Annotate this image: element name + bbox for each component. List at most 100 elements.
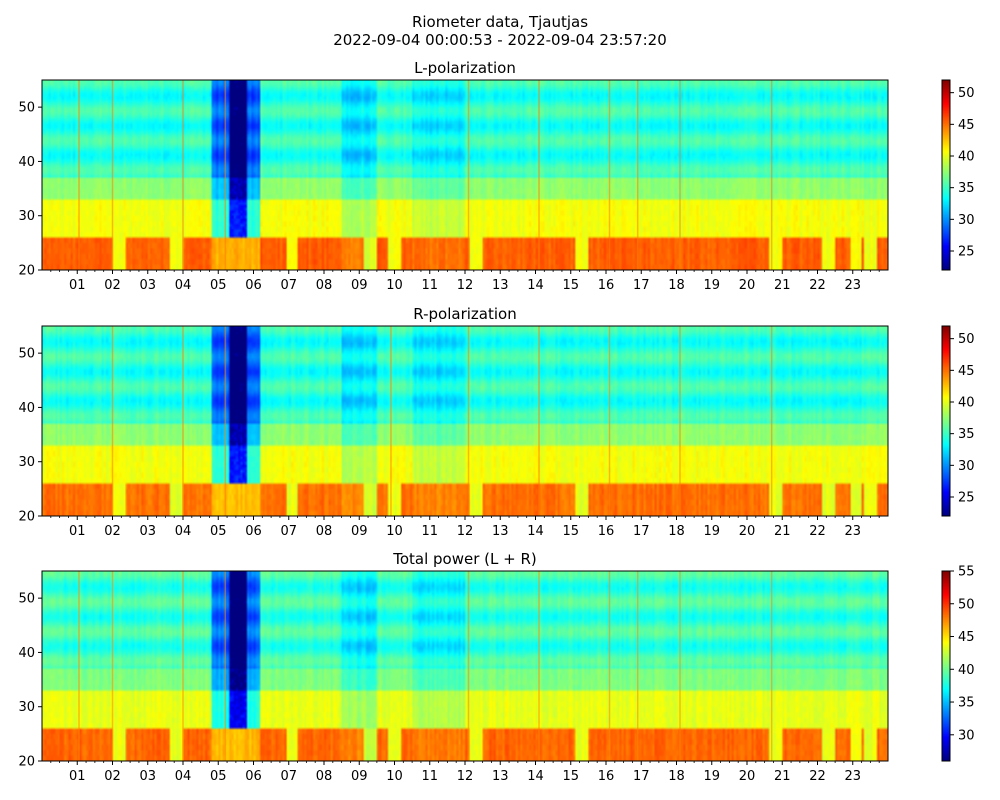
x-tick-label: 08	[316, 524, 333, 539]
colorbar-tick-label: 30	[958, 213, 975, 228]
colorbar-tick-label: 30	[958, 459, 975, 474]
colorbar-tick-label: 50	[958, 86, 975, 101]
colorbar-tick-label: 25	[958, 245, 975, 260]
x-tick-label: 11	[421, 769, 438, 784]
panel-title: L-polarization	[414, 59, 516, 77]
x-tick-label: 19	[703, 278, 720, 293]
y-tick-label: 20	[18, 264, 35, 279]
y-tick-label: 30	[18, 700, 35, 715]
x-tick-label: 12	[457, 278, 474, 293]
panels: L-polarization 20 30 40 50 01 02 03 04 05 06 07 08 09…	[18, 59, 974, 784]
x-tick-label: 13	[492, 769, 509, 784]
y-tick-label: 20	[18, 510, 35, 525]
x-tick-label: 04	[175, 278, 192, 293]
x-tick-label: 23	[844, 769, 861, 784]
colorbar-tick-label: 40	[958, 150, 975, 165]
colorbar-tick-label: 45	[958, 364, 975, 379]
x-tick-label: 09	[351, 769, 368, 784]
y-tick-label: 40	[18, 646, 35, 661]
panel-1: L-polarization 20 30 40 50 01 02 03 04 05 06 07 08 09…	[18, 59, 974, 293]
x-tick-label: 06	[245, 524, 262, 539]
colorbar-tick-label: 55	[958, 565, 975, 580]
colorbar-tick-label: 35	[958, 181, 975, 196]
y-tick-label: 20	[18, 755, 35, 770]
colorbar	[942, 80, 950, 270]
x-tick-label: 06	[245, 769, 262, 784]
figure-subtitle: 2022-09-04 00:00:53 - 2022-09-04 23:57:2…	[333, 31, 667, 49]
y-tick-label: 30	[18, 455, 35, 470]
x-tick-label: 10	[386, 524, 403, 539]
y-tick-label: 40	[18, 401, 35, 416]
y-tick-label: 50	[18, 592, 35, 607]
x-tick-label: 18	[668, 769, 685, 784]
y-tick-label: 50	[18, 101, 35, 116]
colorbar-tick-label: 30	[958, 728, 975, 743]
x-tick-label: 02	[104, 769, 121, 784]
x-tick-label: 15	[562, 769, 579, 784]
x-tick-label: 18	[668, 278, 685, 293]
colorbar	[942, 326, 950, 516]
y-tick-label: 30	[18, 209, 35, 224]
x-tick-label: 07	[280, 769, 297, 784]
x-tick-label: 18	[668, 524, 685, 539]
colorbar-tick-label: 45	[958, 630, 975, 645]
x-tick-label: 10	[386, 278, 403, 293]
x-tick-label: 22	[809, 769, 826, 784]
x-tick-label: 02	[104, 278, 121, 293]
heatmap-image	[42, 571, 888, 761]
panel-title: Total power (L + R)	[392, 550, 537, 568]
x-tick-label: 12	[457, 524, 474, 539]
x-tick-label: 20	[739, 524, 756, 539]
x-tick-label: 11	[421, 278, 438, 293]
x-tick-label: 03	[139, 278, 156, 293]
panel-3: Total power (L + R) 20 30 40 50 01 02 03 04 05 06 0…	[18, 550, 974, 784]
heatmap-image	[42, 80, 888, 270]
x-tick-label: 05	[210, 769, 227, 784]
x-tick-label: 13	[492, 524, 509, 539]
figure-title: Riometer data, Tjautjas	[412, 13, 588, 31]
x-tick-label: 16	[598, 769, 615, 784]
colorbar-tick-label: 35	[958, 696, 975, 711]
x-tick-label: 07	[280, 524, 297, 539]
x-tick-label: 07	[280, 278, 297, 293]
colorbar-frame	[941, 79, 951, 271]
x-tick-label: 14	[527, 278, 544, 293]
colorbar-tick-label: 50	[958, 597, 975, 612]
x-tick-label: 06	[245, 278, 262, 293]
x-tick-label: 01	[69, 278, 86, 293]
x-tick-label: 03	[139, 524, 156, 539]
x-tick-label: 19	[703, 524, 720, 539]
x-tick-label: 20	[739, 769, 756, 784]
colorbar-tick-label: 35	[958, 427, 975, 442]
x-tick-label: 21	[774, 524, 791, 539]
panel-2: R-polarization 20 30 40 50 01 02 03 04 05 06 07 08 09…	[18, 305, 974, 539]
x-tick-label: 09	[351, 278, 368, 293]
x-tick-label: 12	[457, 769, 474, 784]
x-tick-label: 03	[139, 769, 156, 784]
y-tick-label: 50	[18, 347, 35, 362]
x-tick-label: 04	[175, 769, 192, 784]
colorbar-frame	[941, 570, 951, 762]
colorbar-tick-label: 45	[958, 118, 975, 133]
x-tick-label: 23	[844, 278, 861, 293]
x-tick-label: 22	[809, 278, 826, 293]
heatmap-image	[42, 326, 888, 516]
x-tick-label: 14	[527, 769, 544, 784]
x-tick-label: 22	[809, 524, 826, 539]
x-tick-label: 15	[562, 524, 579, 539]
panel-title: R-polarization	[413, 305, 516, 323]
colorbar-tick-label: 25	[958, 491, 975, 506]
x-tick-label: 01	[69, 524, 86, 539]
colorbar-frame	[941, 325, 951, 517]
x-tick-label: 17	[633, 769, 650, 784]
x-tick-label: 21	[774, 278, 791, 293]
x-tick-label: 16	[598, 278, 615, 293]
x-tick-label: 16	[598, 524, 615, 539]
x-tick-label: 10	[386, 769, 403, 784]
x-tick-label: 17	[633, 524, 650, 539]
x-tick-label: 09	[351, 524, 368, 539]
x-tick-label: 08	[316, 278, 333, 293]
x-tick-label: 17	[633, 278, 650, 293]
y-tick-label: 40	[18, 155, 35, 170]
